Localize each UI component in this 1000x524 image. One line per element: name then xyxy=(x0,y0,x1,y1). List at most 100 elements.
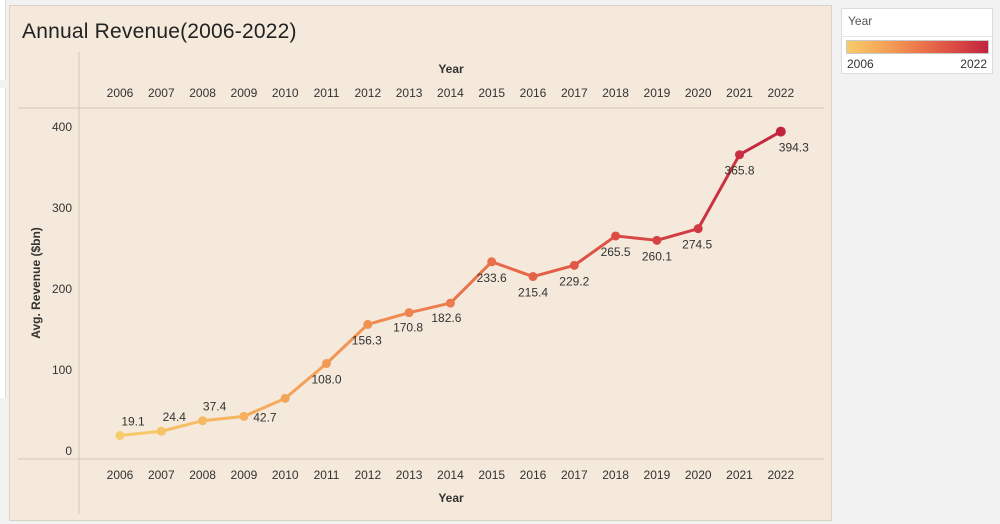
x-tick-label-top: 2009 xyxy=(231,86,258,100)
data-label: 182.6 xyxy=(431,311,461,325)
data-point[interactable] xyxy=(569,260,579,270)
data-point[interactable] xyxy=(528,272,538,282)
line-segment xyxy=(283,362,328,400)
chart-title: Annual Revenue(2006-2022) xyxy=(22,20,297,43)
data-label: 156.3 xyxy=(352,333,382,347)
side-panel-edge xyxy=(0,88,6,398)
x-tick-label-top: 2021 xyxy=(726,86,753,100)
x-tick-label-top: 2018 xyxy=(602,86,629,100)
y-tick-label: 300 xyxy=(52,201,72,215)
y-tick-label: 100 xyxy=(52,363,72,377)
legend-gradient-bar xyxy=(846,40,989,54)
data-label: 229.2 xyxy=(559,274,589,288)
x-tick-label-bottom: 2014 xyxy=(437,468,464,482)
data-label: 170.8 xyxy=(393,321,423,335)
color-legend: Year 2006 2022 xyxy=(841,8,993,74)
legend-title: Year xyxy=(848,14,873,28)
data-point[interactable] xyxy=(652,235,662,245)
y-tick-label: 0 xyxy=(65,444,72,458)
legend-max-label: 2022 xyxy=(960,57,987,71)
data-point[interactable] xyxy=(611,231,621,241)
line-segment xyxy=(159,419,205,433)
line-segment xyxy=(614,234,659,242)
x-tick-label-top: 2020 xyxy=(685,86,712,100)
x-tick-label-bottom: 2022 xyxy=(767,468,794,482)
x-tick-label-bottom: 2013 xyxy=(396,468,423,482)
x-tick-label-bottom: 2011 xyxy=(314,468,340,482)
data-point[interactable] xyxy=(775,126,786,137)
x-tick-label-top: 2013 xyxy=(396,86,423,100)
x-tick-label-top: 2011 xyxy=(314,86,340,100)
data-point[interactable] xyxy=(280,393,290,403)
line-segment xyxy=(201,414,246,423)
y-tick-label: 200 xyxy=(52,282,72,296)
x-axis-title-bottom: Year xyxy=(438,491,464,505)
line-segment xyxy=(572,234,618,267)
y-tick-label: 400 xyxy=(52,120,72,134)
data-label: 37.4 xyxy=(203,400,227,414)
x-tick-label-bottom: 2021 xyxy=(726,468,753,482)
data-point[interactable] xyxy=(198,416,208,426)
x-tick-label-top: 2019 xyxy=(644,86,671,100)
x-tick-label-top: 2022 xyxy=(767,86,794,100)
data-label: 274.5 xyxy=(682,238,712,252)
line-segment xyxy=(531,263,576,279)
data-point[interactable] xyxy=(156,426,166,436)
data-point[interactable] xyxy=(322,359,331,369)
x-tick-label-top: 2014 xyxy=(437,86,464,100)
x-tick-label-top: 2015 xyxy=(478,86,505,100)
x-tick-label-bottom: 2010 xyxy=(272,468,299,482)
side-panel-edge-top xyxy=(0,0,6,80)
legend-divider xyxy=(842,36,992,37)
line-segment xyxy=(366,311,411,326)
line-segment xyxy=(738,130,783,157)
y-axis-title: Avg. Revenue ($bn) xyxy=(29,227,43,339)
x-tick-label-top: 2006 xyxy=(107,86,134,100)
data-label: 19.1 xyxy=(121,415,145,429)
line-segment xyxy=(242,396,287,418)
x-tick-label-bottom: 2007 xyxy=(148,468,175,482)
x-tick-label-bottom: 2020 xyxy=(685,468,712,482)
x-tick-label-bottom: 2018 xyxy=(602,468,629,482)
data-point[interactable] xyxy=(487,257,497,267)
x-tick-label-bottom: 2016 xyxy=(520,468,547,482)
x-tick-label-top: 2007 xyxy=(148,86,175,100)
chart-panel: Annual Revenue(2006-2022) xyxy=(9,5,832,521)
legend-min-label: 2006 xyxy=(847,57,874,71)
x-tick-label-top: 2012 xyxy=(354,86,381,100)
data-point[interactable] xyxy=(693,224,703,234)
data-label: 215.4 xyxy=(518,286,548,300)
line-segment xyxy=(325,322,370,366)
x-tick-label-top: 2016 xyxy=(520,86,547,100)
x-tick-label-bottom: 2019 xyxy=(644,468,671,482)
data-label: 365.8 xyxy=(724,164,754,178)
x-axis-title-top: Year xyxy=(438,62,464,76)
x-tick-label-bottom: 2012 xyxy=(354,468,381,482)
x-tick-label-top: 2017 xyxy=(561,86,588,100)
data-label: 394.3 xyxy=(779,141,809,155)
data-point[interactable] xyxy=(445,298,455,308)
x-tick-label-bottom: 2017 xyxy=(561,468,588,482)
x-tick-label-bottom: 2015 xyxy=(478,468,505,482)
data-point[interactable] xyxy=(239,411,249,421)
data-label: 24.4 xyxy=(163,410,187,424)
data-label: 108.0 xyxy=(311,373,341,387)
data-label: 265.5 xyxy=(601,245,631,259)
data-label: 233.6 xyxy=(477,271,507,285)
line-segment xyxy=(490,260,535,279)
data-point[interactable] xyxy=(735,150,744,160)
x-tick-label-bottom: 2008 xyxy=(189,468,216,482)
data-point[interactable] xyxy=(404,308,414,318)
x-tick-label-bottom: 2009 xyxy=(231,468,258,482)
data-point[interactable] xyxy=(115,431,125,441)
data-label: 260.1 xyxy=(642,249,672,263)
line-segment xyxy=(407,301,452,315)
data-label: 42.7 xyxy=(253,410,277,424)
data-point[interactable] xyxy=(363,319,373,329)
line-segment xyxy=(448,260,494,305)
line-segment xyxy=(696,153,741,231)
x-tick-label-bottom: 2006 xyxy=(107,468,134,482)
line-segment xyxy=(655,227,700,242)
x-tick-label-top: 2010 xyxy=(272,86,299,100)
